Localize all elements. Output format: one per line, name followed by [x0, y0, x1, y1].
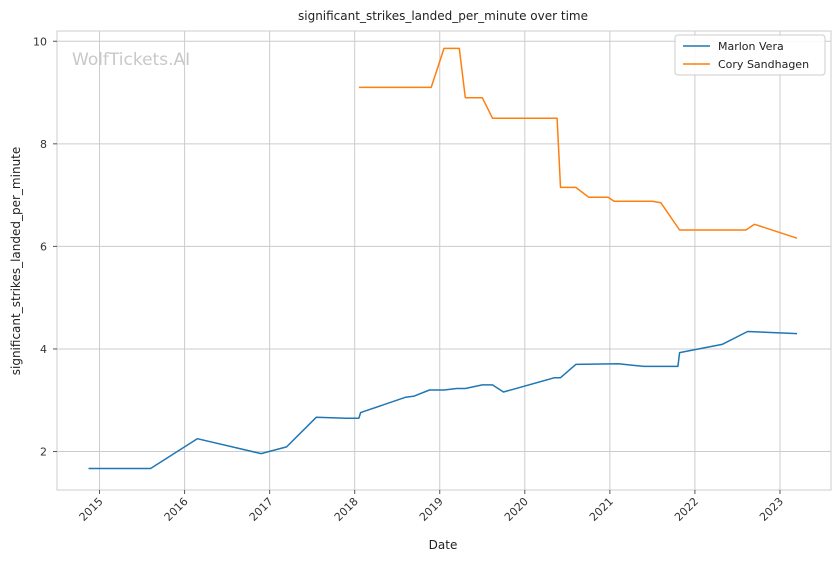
x-tick-label: 2019	[417, 495, 446, 524]
watermark: WolfTickets.AI	[72, 50, 190, 70]
x-axis-label: Date	[429, 538, 458, 552]
x-tick-label: 2023	[757, 495, 786, 524]
series-line-marlon-vera	[88, 330, 798, 470]
legend: Marlon Vera Cory Sandhagen	[674, 34, 826, 76]
y-tick-label: 2	[40, 446, 47, 459]
plot-area	[56, 30, 832, 491]
x-tick-label: 2021	[587, 495, 616, 524]
legend-box	[674, 34, 826, 76]
legend-label: Cory Sandhagen	[718, 58, 809, 71]
y-tick-label: 6	[40, 240, 47, 253]
y-tick-label: 10	[33, 35, 47, 48]
y-axis: 2 4 6 8 10	[33, 35, 57, 459]
x-tick-label: 2020	[502, 495, 531, 524]
x-axis: 2015 2016 2017 2018 2019 2020 2021 2022 2023	[77, 490, 786, 524]
series-line-cory-sandhagen	[358, 47, 798, 239]
x-tick-label: 2016	[162, 495, 191, 524]
x-tick-label: 2022	[672, 495, 701, 524]
y-axis-label: significant_strikes_landed_per_minute	[9, 147, 23, 376]
legend-label: Marlon Vera	[718, 40, 784, 53]
x-tick-label: 2017	[247, 495, 276, 524]
y-tick-label: 8	[40, 138, 47, 151]
x-tick-label: 2018	[332, 495, 361, 524]
x-tick-label: 2015	[77, 495, 106, 524]
plot-frame	[56, 30, 832, 491]
chart-title: significant_strikes_landed_per_minute ov…	[298, 9, 588, 23]
y-tick-label: 4	[40, 343, 47, 356]
